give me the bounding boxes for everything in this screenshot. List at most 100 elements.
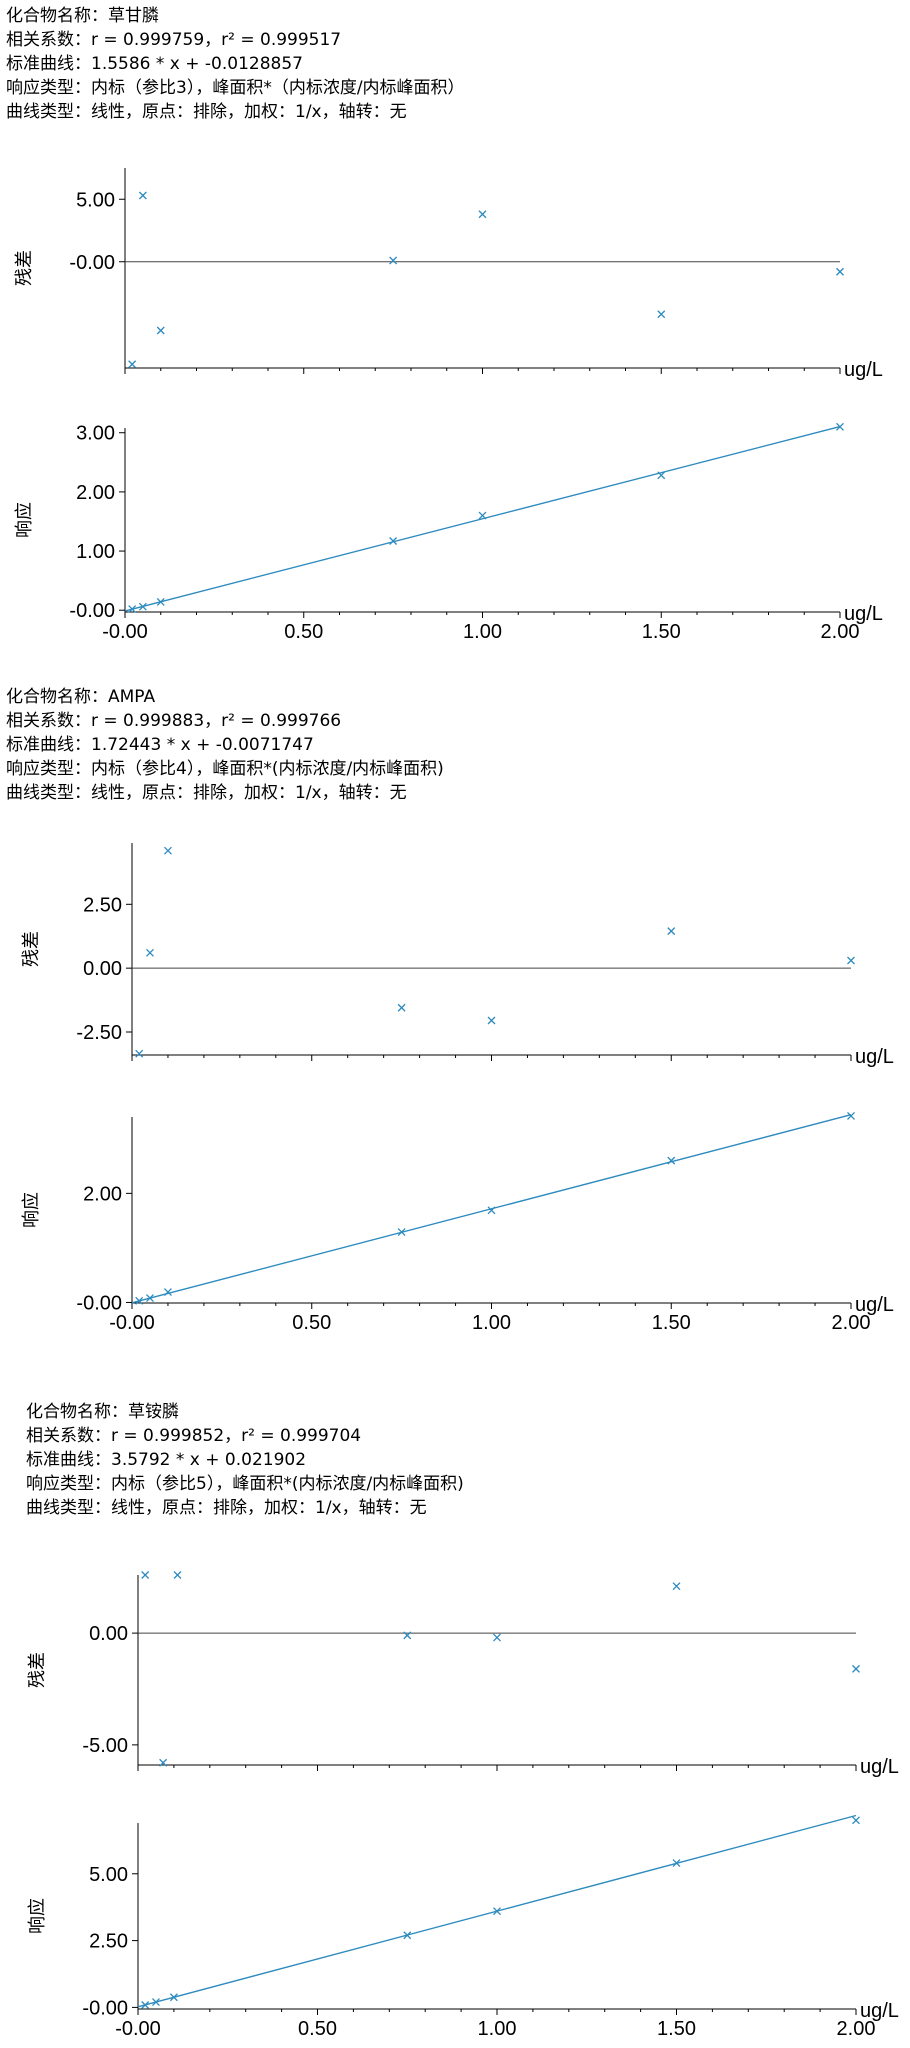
data-point	[138, 602, 147, 611]
x-tick-label: 1.50	[652, 1312, 691, 1334]
regression-line	[124, 425, 841, 612]
y-tick-label: 2.00	[76, 482, 115, 504]
data-point	[135, 1296, 144, 1305]
response-type: 响应类型：内标（参比3），峰面积*（内标浓度/内标峰面积）	[6, 78, 465, 98]
data-point	[667, 1156, 676, 1165]
compound-name: 化合物名称：草铵膦	[26, 1402, 179, 1422]
calibration-curve-plot-2: 3.002.001.00-0.00-0.00 0.50 1.00 1.50 2.00ug…	[14, 423, 883, 643]
y-tick-label: -0.00	[76, 1292, 122, 1314]
data-point	[487, 1206, 496, 1215]
y-tick-label: -5.00	[82, 1735, 128, 1757]
x-tick-label: 1.50	[642, 621, 681, 643]
x-tick-label: 1.00	[463, 621, 502, 643]
y-axis-label: 残差	[27, 1652, 47, 1688]
compound-info-3: 化合物名称：草铵膦 相关系数：r = 0.999852，r² = 0.99970…	[26, 1400, 464, 1520]
compound-info-2: 化合物名称：AMPA 相关系数：r = 0.999883，r² = 0.9997…	[6, 685, 444, 805]
data-point	[156, 597, 165, 606]
data-point	[159, 1758, 168, 1767]
data-point	[672, 1582, 681, 1591]
y-tick-label: 3.00	[76, 423, 115, 445]
y-tick-label: 1.00	[76, 541, 115, 563]
curve-type: 曲线类型：线性，原点：排除，加权：1/x，轴转：无	[26, 1498, 427, 1518]
response-type: 响应类型：内标（参比5），峰面积*(内标浓度/内标峰面积)	[26, 1474, 464, 1494]
y-axis-label: 响应	[21, 1192, 41, 1228]
y-tick-label: 5.00	[89, 1864, 128, 1886]
calibration-equation: 标准曲线：3.5792 * x + 0.021902	[26, 1450, 307, 1470]
x-tick-label: -0.00	[109, 1312, 155, 1334]
x-axis-unit-label: ug/L	[860, 1756, 899, 1778]
x-tick-label: 2.00	[821, 621, 860, 643]
data-point	[389, 256, 398, 265]
data-point	[163, 846, 172, 855]
data-point	[836, 422, 844, 431]
x-tick-label: 2.00	[837, 2018, 876, 2040]
data-point	[141, 1571, 150, 1579]
compound-info-1: 化合物名称：草甘膦 相关系数：r = 0.999759，r² = 0.99951…	[6, 4, 465, 124]
x-axis-unit-label: ug/L	[860, 2000, 899, 2022]
x-axis-unit-label: ug/L	[844, 359, 883, 381]
data-point	[493, 1907, 501, 1916]
y-axis-label: 响应	[27, 1898, 47, 1934]
residual-plot-3: 2.50 0.00 -2.50 ug/L 残差	[21, 843, 894, 1068]
data-point	[146, 948, 154, 957]
y-axis-label: 残差	[21, 931, 41, 967]
correlation-coefficient: 相关系数：r = 0.999852，r² = 0.999704	[26, 1426, 362, 1446]
x-tick-label: 1.00	[472, 1312, 511, 1334]
data-point	[478, 210, 487, 219]
y-tick-label: 5.00	[76, 189, 115, 211]
data-point	[156, 326, 165, 335]
data-point	[487, 1016, 496, 1025]
data-point	[146, 1294, 154, 1303]
data-point	[173, 1571, 182, 1579]
data-point	[389, 537, 398, 545]
response-type: 响应类型：内标（参比4），峰面积*(内标浓度/内标峰面积)	[6, 759, 444, 779]
x-tick-label: 2.00	[832, 1312, 871, 1334]
y-tick-label: -0.00	[69, 600, 115, 622]
data-point	[657, 310, 666, 319]
residual-plot-1: 5.00 -0.00 ug/L 残差	[14, 168, 883, 381]
data-point	[151, 1998, 160, 2007]
data-point	[163, 1288, 172, 1297]
data-point	[135, 1049, 144, 1058]
data-point	[169, 1993, 178, 2002]
y-tick-label: -0.00	[82, 1997, 128, 2019]
data-point	[852, 1664, 860, 1673]
data-point	[667, 927, 676, 936]
correlation-coefficient: 相关系数：r = 0.999883，r² = 0.999766	[6, 711, 342, 731]
correlation-coefficient: 相关系数：r = 0.999759，r² = 0.999517	[6, 30, 342, 50]
data-point	[836, 267, 844, 276]
x-axis-unit-label: ug/L	[855, 1294, 894, 1316]
x-axis-unit-label: ug/L	[855, 1046, 894, 1068]
x-tick-label: -0.00	[115, 2018, 161, 2040]
data-point	[493, 1633, 501, 1642]
data-point	[852, 1816, 860, 1825]
x-tick-label: -0.00	[102, 621, 148, 643]
calibration-equation: 标准曲线：1.5586 * x + -0.0128857	[6, 54, 303, 74]
data-point	[403, 1931, 412, 1940]
regression-line	[131, 1114, 852, 1304]
data-point	[657, 471, 666, 480]
y-tick-label: 0.00	[83, 958, 122, 980]
data-point	[403, 1631, 412, 1640]
compound-name: 化合物名称：AMPA	[6, 687, 156, 707]
data-point	[672, 1859, 681, 1868]
x-tick-label: 1.50	[657, 2018, 696, 2040]
y-axis-label: 残差	[14, 250, 34, 286]
x-tick-label: 0.50	[298, 2018, 337, 2040]
data-point	[397, 1003, 406, 1012]
data-point	[478, 511, 487, 520]
compound-name: 化合物名称：草甘膦	[6, 6, 159, 26]
y-tick-label: 0.00	[89, 1623, 128, 1645]
data-point	[847, 956, 855, 965]
data-point	[141, 2001, 150, 2009]
x-tick-label: 1.00	[478, 2018, 517, 2040]
curve-type: 曲线类型：线性，原点：排除，加权：1/x，轴转：无	[6, 783, 407, 803]
y-tick-label: -2.50	[76, 1022, 122, 1044]
y-tick-label: 2.50	[83, 894, 122, 916]
x-tick-label: 0.50	[292, 1312, 331, 1334]
curve-type: 曲线类型：线性，原点：排除，加权：1/x，轴转：无	[6, 102, 407, 122]
x-axis-unit-label: ug/L	[844, 603, 883, 625]
